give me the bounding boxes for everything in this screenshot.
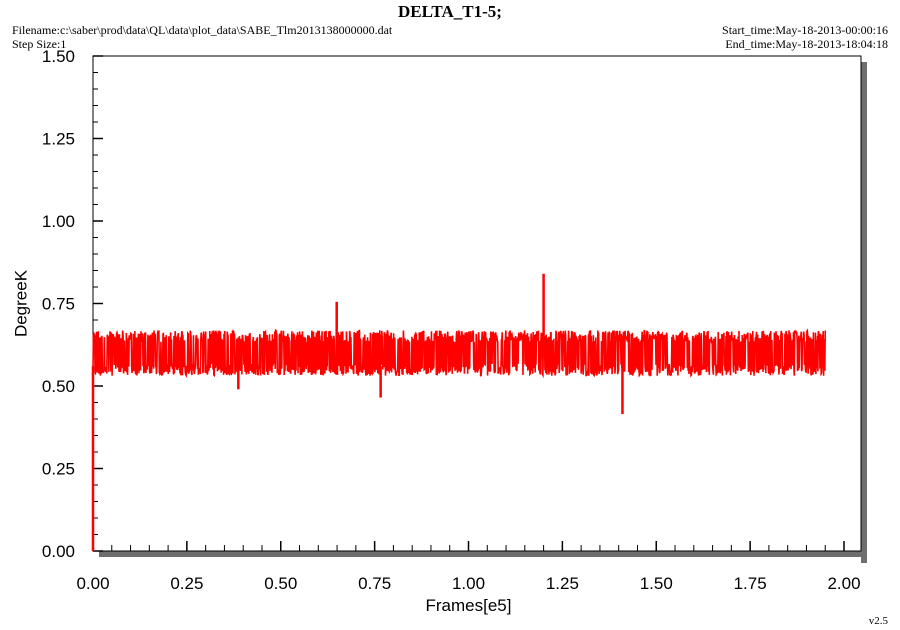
- x-tick-label: 0.25: [170, 574, 203, 593]
- version-label: v2.5: [868, 615, 888, 627]
- y-tick-label: 0.25: [42, 460, 75, 479]
- y-tick-label: 1.25: [42, 130, 75, 149]
- y-tick-label: 1.50: [42, 47, 75, 66]
- frame-shadow-right: [861, 62, 867, 563]
- y-tick-label: 1.00: [42, 212, 75, 231]
- filename-label: Filename:c:\saber\prod\data\QL\data\plot…: [12, 23, 393, 37]
- x-tick-label: 1.50: [640, 574, 673, 593]
- end-time-label: End_time:May-18-2013-18:04:18: [725, 37, 888, 51]
- x-tick-label: 1.25: [546, 574, 579, 593]
- y-axis-label: DegreeK: [11, 269, 30, 337]
- y-tick-label: 0.50: [42, 377, 75, 396]
- x-tick-label: 0.50: [264, 574, 297, 593]
- step-size-label: Step Size:1: [12, 37, 67, 51]
- series-line: [92, 328, 827, 379]
- plot-frame: [92, 55, 867, 563]
- x-tick-label: 1.00: [452, 574, 485, 593]
- series-group: [91, 273, 827, 551]
- y-tick-label: 0.00: [42, 542, 75, 561]
- x-tick-label: 1.75: [734, 574, 767, 593]
- x-axis-label: Frames[e5]: [426, 596, 512, 615]
- y-axis: 0.00 0.25 0.50 0.75 1.00 1.25 1.50: [42, 47, 103, 561]
- frame-shadow-bottom: [99, 551, 867, 557]
- plot-border: [92, 55, 862, 552]
- x-tick-label: 0.75: [358, 574, 391, 593]
- start-time-label: Start_time:May-18-2013-00:00:16: [722, 23, 888, 37]
- x-tick-label: 2.00: [827, 574, 860, 593]
- x-tick-label: 0.00: [76, 574, 109, 593]
- chart-title: DELTA_T1-5;: [398, 2, 502, 21]
- y-tick-label: 0.75: [42, 295, 75, 314]
- x-axis: 0.00 0.25 0.50 0.75 1.00 1.25 1.50 1.75 2.00: [76, 541, 861, 593]
